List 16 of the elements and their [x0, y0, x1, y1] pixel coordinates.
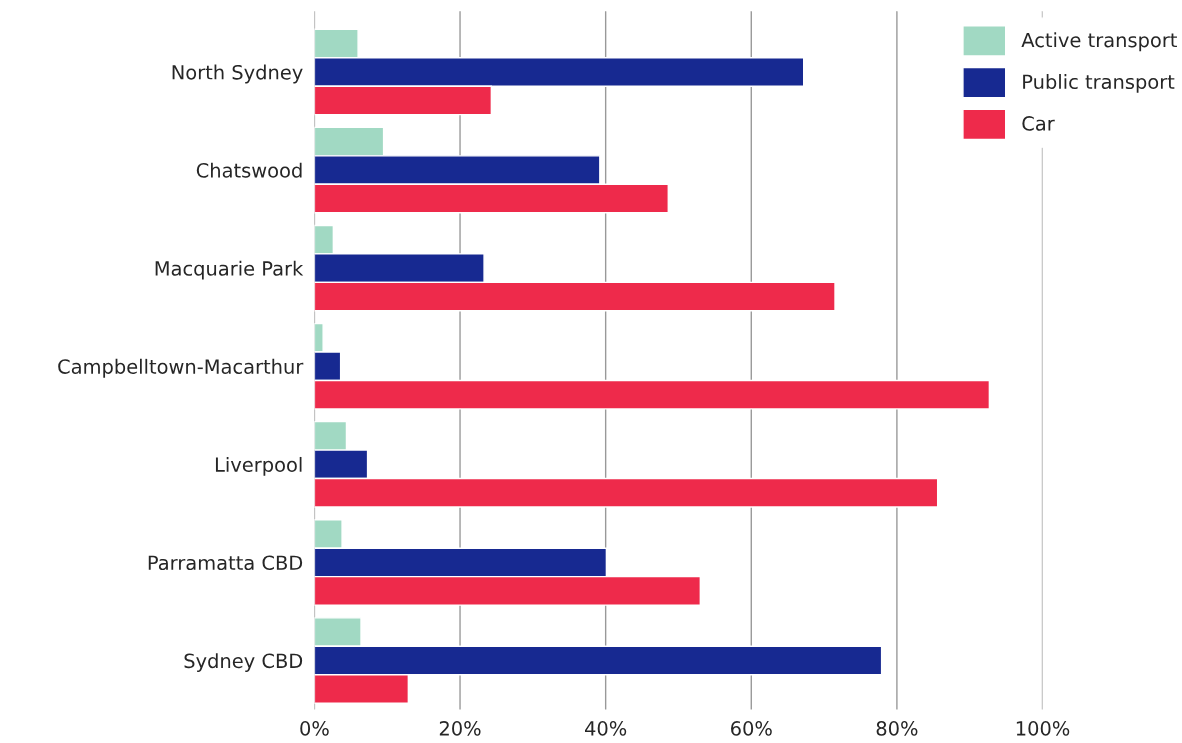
y-tick-label: Macquarie Park [155, 260, 304, 280]
legend-label: Active transport [1021, 32, 1177, 52]
y-tick-label: North Sydney [172, 64, 303, 84]
y-tick-label: Sydney CBD [184, 653, 303, 672]
y-tick-label: Parramatta CBD [148, 555, 303, 571]
x-tick-label: 20% [439, 721, 481, 736]
y-tick-label: Liverpool [215, 456, 302, 476]
x-tick-label: 100% [1016, 721, 1070, 736]
x-tick-label: 60% [731, 721, 772, 736]
x-tick-label: 80% [876, 721, 918, 736]
legend-label: Public transport [1023, 74, 1175, 93]
y-tick-label: Campbelltown-Macarthur [58, 358, 304, 378]
x-tick-label: 0% [300, 721, 329, 736]
x-tick-label: 40% [585, 721, 627, 736]
legend-label: Car [1022, 116, 1055, 131]
y-tick-label: Chatswood [196, 162, 302, 178]
